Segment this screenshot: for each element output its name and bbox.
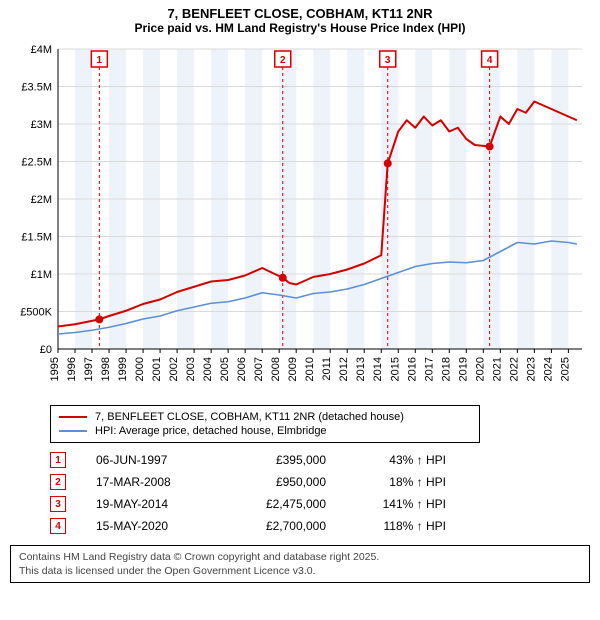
chart-svg: £0 £500K £1M £1.5M £2M £2.5M £3M £3.5M £4M 1995 19… bbox=[10, 39, 590, 399]
sale-date: 06-JUN-1997 bbox=[96, 453, 206, 467]
svg-text:4: 4 bbox=[487, 55, 493, 66]
sale-price: £2,700,000 bbox=[236, 519, 326, 533]
svg-text:1996: 1996 bbox=[66, 357, 78, 381]
svg-text:2019: 2019 bbox=[457, 357, 469, 381]
svg-text:2016: 2016 bbox=[406, 357, 418, 381]
svg-text:£2M: £2M bbox=[31, 194, 52, 206]
chart-title-block: 7, BENFLEET CLOSE, COBHAM, KT11 2NR Pric… bbox=[10, 6, 590, 35]
svg-text:2001: 2001 bbox=[151, 357, 163, 381]
svg-text:2024: 2024 bbox=[542, 357, 554, 381]
chart: £0 £500K £1M £1.5M £2M £2.5M £3M £3.5M £4M 1995 19… bbox=[10, 39, 590, 399]
svg-text:2: 2 bbox=[280, 55, 286, 66]
legend-label: HPI: Average price, detached house, Elmb… bbox=[95, 425, 327, 437]
svg-text:1997: 1997 bbox=[83, 357, 95, 381]
svg-text:£1M: £1M bbox=[31, 269, 52, 281]
svg-text:£2.5M: £2.5M bbox=[21, 157, 52, 169]
sale-date: 17-MAR-2008 bbox=[96, 475, 206, 489]
sale-pct-vs-hpi: 118% ↑ HPI bbox=[356, 519, 446, 533]
svg-text:1998: 1998 bbox=[100, 357, 112, 381]
svg-text:£1.5M: £1.5M bbox=[21, 232, 52, 244]
svg-text:3: 3 bbox=[385, 55, 391, 66]
svg-text:2003: 2003 bbox=[185, 357, 197, 381]
footer-attribution: Contains HM Land Registry data © Crown c… bbox=[10, 545, 590, 583]
legend-row-hpi: HPI: Average price, detached house, Elmb… bbox=[59, 424, 471, 438]
svg-text:1995: 1995 bbox=[49, 357, 61, 381]
sale-price: £395,000 bbox=[236, 453, 326, 467]
sales-table: 1 06-JUN-1997 £395,000 43% ↑ HPI 2 17-MAR-200… bbox=[50, 449, 590, 537]
sales-row: 3 19-MAY-2014 £2,475,000 141% ↑ HPI bbox=[50, 493, 590, 515]
svg-text:2021: 2021 bbox=[491, 357, 503, 381]
sale-marker-icon: 1 bbox=[50, 452, 66, 468]
svg-text:2007: 2007 bbox=[253, 357, 265, 381]
svg-text:2010: 2010 bbox=[304, 357, 316, 381]
sale-date: 15-MAY-2020 bbox=[96, 519, 206, 533]
sales-row: 1 06-JUN-1997 £395,000 43% ↑ HPI bbox=[50, 449, 590, 471]
legend-swatch bbox=[59, 416, 87, 418]
sale-marker-icon: 4 bbox=[50, 518, 66, 534]
svg-text:2018: 2018 bbox=[440, 357, 452, 381]
svg-text:1: 1 bbox=[97, 55, 103, 66]
svg-text:2023: 2023 bbox=[525, 357, 537, 381]
svg-text:2009: 2009 bbox=[287, 357, 299, 381]
sales-row: 4 15-MAY-2020 £2,700,000 118% ↑ HPI bbox=[50, 515, 590, 537]
svg-text:1999: 1999 bbox=[117, 357, 129, 381]
svg-text:2025: 2025 bbox=[559, 357, 571, 381]
svg-text:2002: 2002 bbox=[168, 357, 180, 381]
title-address: 7, BENFLEET CLOSE, COBHAM, KT11 2NR bbox=[10, 6, 590, 21]
footer-line: This data is licensed under the Open Gov… bbox=[19, 564, 581, 578]
svg-text:2017: 2017 bbox=[423, 357, 435, 381]
sale-pct-vs-hpi: 18% ↑ HPI bbox=[356, 475, 446, 489]
legend-swatch bbox=[59, 430, 87, 432]
svg-text:2000: 2000 bbox=[134, 357, 146, 381]
svg-text:£0: £0 bbox=[40, 344, 52, 356]
sale-date: 19-MAY-2014 bbox=[96, 497, 206, 511]
svg-text:2004: 2004 bbox=[202, 357, 214, 381]
legend: 7, BENFLEET CLOSE, COBHAM, KT11 2NR (det… bbox=[50, 405, 480, 443]
svg-text:2005: 2005 bbox=[219, 357, 231, 381]
svg-text:2008: 2008 bbox=[270, 357, 282, 381]
sale-marker-icon: 3 bbox=[50, 496, 66, 512]
svg-text:£3.5M: £3.5M bbox=[21, 82, 52, 94]
legend-label: 7, BENFLEET CLOSE, COBHAM, KT11 2NR (det… bbox=[95, 411, 404, 423]
title-subtitle: Price paid vs. HM Land Registry's House … bbox=[10, 21, 590, 35]
page-root: 7, BENFLEET CLOSE, COBHAM, KT11 2NR Pric… bbox=[0, 0, 600, 591]
svg-text:2020: 2020 bbox=[474, 357, 486, 381]
svg-text:2013: 2013 bbox=[355, 357, 367, 381]
legend-row-price-paid: 7, BENFLEET CLOSE, COBHAM, KT11 2NR (det… bbox=[59, 410, 471, 424]
sale-pct-vs-hpi: 141% ↑ HPI bbox=[356, 497, 446, 511]
svg-text:£500K: £500K bbox=[20, 307, 52, 319]
svg-text:2022: 2022 bbox=[508, 357, 520, 381]
sales-row: 2 17-MAR-2008 £950,000 18% ↑ HPI bbox=[50, 471, 590, 493]
svg-text:2006: 2006 bbox=[236, 357, 248, 381]
svg-text:2015: 2015 bbox=[389, 357, 401, 381]
svg-text:£4M: £4M bbox=[31, 44, 52, 56]
svg-text:2012: 2012 bbox=[338, 357, 350, 381]
sale-price: £2,475,000 bbox=[236, 497, 326, 511]
sale-marker-icon: 2 bbox=[50, 474, 66, 490]
svg-text:2011: 2011 bbox=[321, 357, 333, 381]
sale-price: £950,000 bbox=[236, 475, 326, 489]
sale-pct-vs-hpi: 43% ↑ HPI bbox=[356, 453, 446, 467]
svg-text:2014: 2014 bbox=[372, 357, 384, 381]
svg-text:£3M: £3M bbox=[31, 119, 52, 131]
footer-line: Contains HM Land Registry data © Crown c… bbox=[19, 550, 581, 564]
